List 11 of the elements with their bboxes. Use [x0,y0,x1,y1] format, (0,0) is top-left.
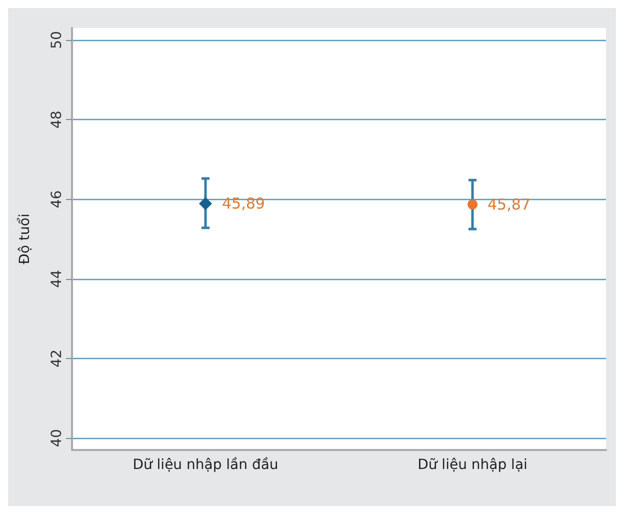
y-axis-title: Độ tuổi [16,214,33,264]
data-label: 45,89 [222,194,265,213]
y-tick-label: 46 [49,190,65,208]
data-label: 45,87 [488,195,530,214]
x-tick-label: Dữ liệu nhập lại [418,457,528,473]
x-tick-label: Dữ liệu nhập lần đầu [132,457,278,473]
y-tick-label: 50 [49,31,65,49]
y-tick-label: 48 [49,110,65,128]
y-tick-label: 44 [49,270,65,288]
y-tick-label: 40 [49,429,65,447]
y-tick-label: 42 [49,350,65,368]
